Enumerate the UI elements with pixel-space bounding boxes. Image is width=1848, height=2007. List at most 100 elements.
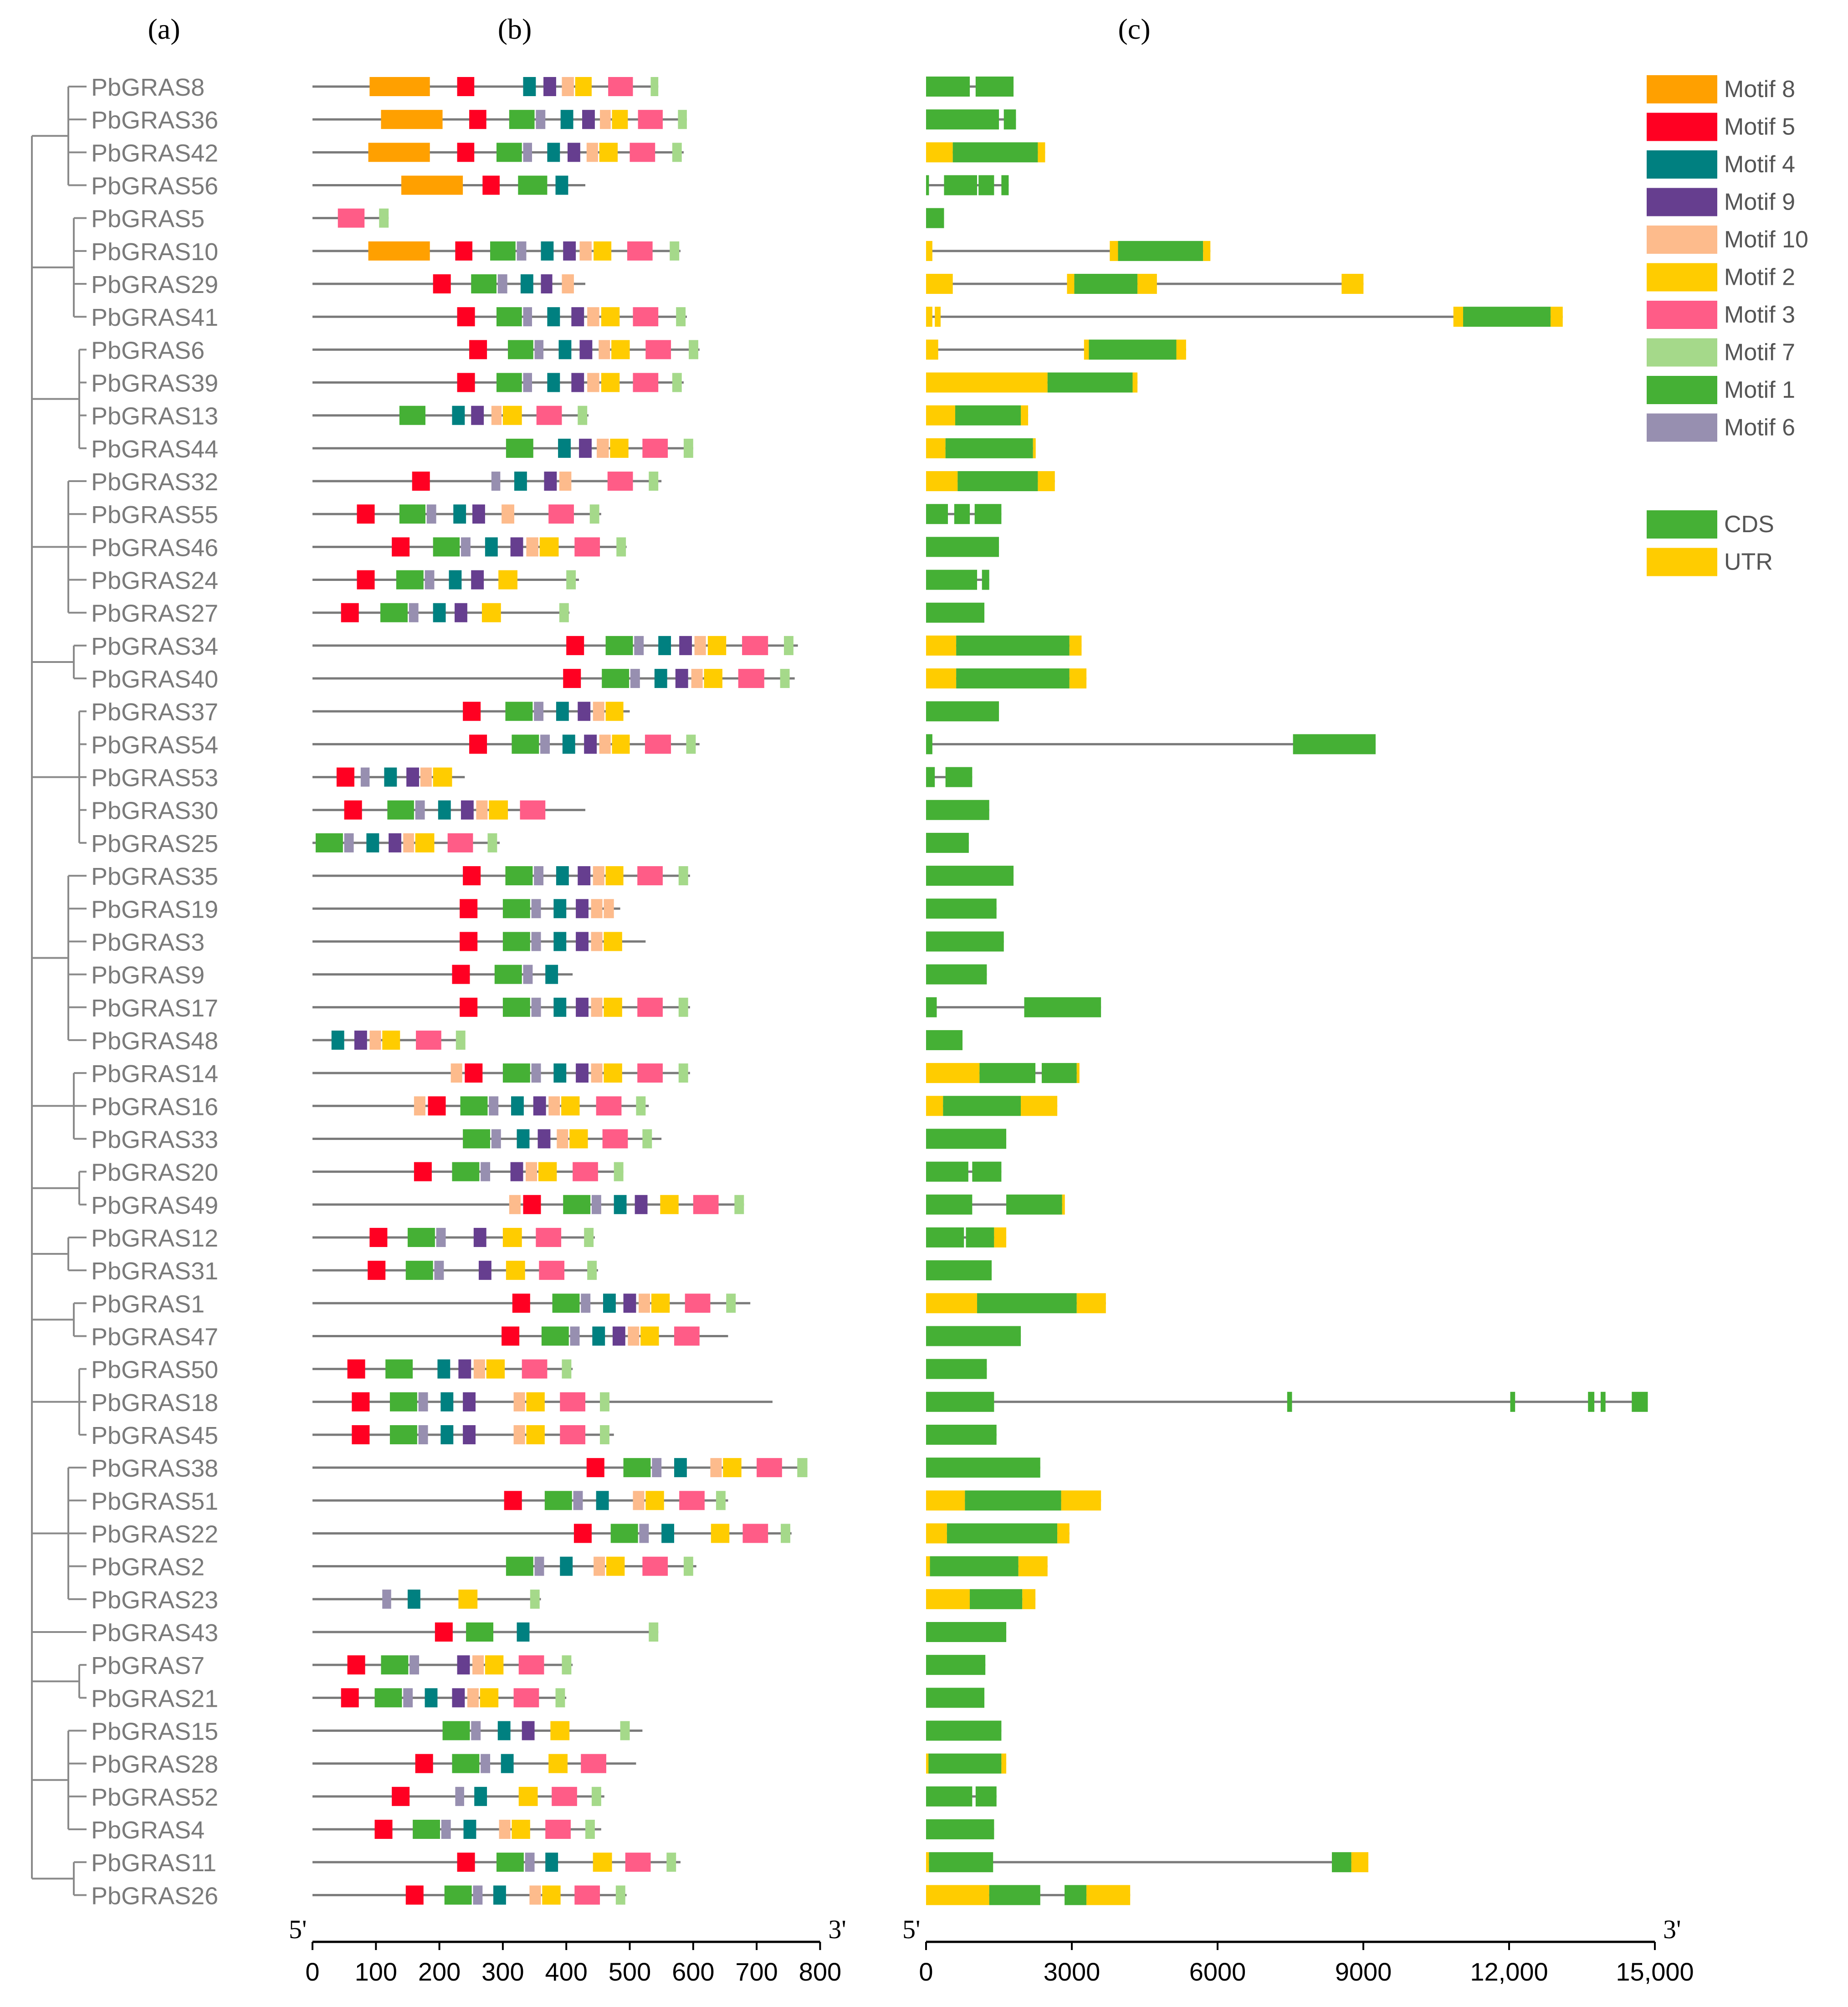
panel-label-c: (c)	[1118, 13, 1150, 45]
motif-4-box	[674, 1458, 687, 1478]
motif-6-box	[517, 241, 527, 261]
motif-row	[312, 1359, 573, 1379]
motif-4-box	[520, 274, 533, 294]
motif-7-box	[379, 208, 389, 228]
gene-label: PbGRAS5	[91, 205, 205, 233]
motif-9-box	[455, 603, 467, 622]
utr-block	[926, 339, 938, 360]
motif-10-box	[628, 1326, 640, 1346]
motif-7-box	[678, 866, 688, 886]
motif-1-box	[452, 1754, 480, 1773]
utr-block	[935, 307, 941, 327]
motif-1-box	[506, 438, 533, 458]
motif-6-box	[531, 932, 541, 951]
axis-start-label: 5'	[902, 1915, 920, 1944]
cds-block	[926, 1129, 1007, 1149]
cds-block	[926, 997, 937, 1017]
cds-block	[926, 1424, 997, 1445]
motif-4-box	[425, 1688, 438, 1708]
gene-label: PbGRAS7	[91, 1652, 205, 1679]
motif-row	[312, 570, 579, 590]
utr-block	[926, 1063, 980, 1083]
axis-tick-label: 400	[545, 1957, 587, 1986]
motif-2-box	[550, 1721, 570, 1740]
motif-1-box	[496, 307, 522, 327]
motif-5-box	[563, 669, 581, 688]
cds-block	[926, 898, 997, 919]
legend-swatch	[1647, 113, 1717, 141]
motif-row	[312, 997, 690, 1017]
gene-label: PbGRAS8	[91, 74, 205, 101]
motif-5-box	[344, 800, 362, 820]
gene-structure-row	[926, 1458, 1040, 1478]
motif-10-box	[710, 1458, 722, 1478]
motif-4-box	[440, 1392, 454, 1412]
motif-4-box	[553, 997, 567, 1017]
motif-row	[312, 702, 630, 721]
motif-10-box	[591, 932, 603, 951]
motif-2-box	[594, 241, 612, 261]
utr-block	[1062, 1194, 1065, 1215]
gene-structure-axis: 0 3000 6000 9000 12,000 15,000 5' 3'	[902, 1915, 1694, 1986]
motif-5-box	[463, 702, 481, 721]
axis-end-label: 3'	[1663, 1915, 1681, 1944]
motif-1-box	[460, 1096, 488, 1116]
utr-block	[1203, 241, 1211, 261]
gene-structure-row	[926, 1161, 1002, 1182]
motif-6-box	[434, 1261, 444, 1280]
motif-10-box	[526, 537, 538, 557]
gene-structure-row	[926, 1786, 997, 1807]
gene-structure-row	[926, 339, 1186, 360]
motif-2-box	[561, 1096, 580, 1116]
motif-6-box	[639, 1524, 649, 1543]
motif-7-box	[636, 1096, 646, 1116]
motif-4-box	[517, 1129, 530, 1149]
motif-7-box	[678, 1063, 688, 1083]
utr-block	[1137, 274, 1157, 294]
gene-structure-row	[926, 1030, 963, 1050]
gene-label: PbGRAS30	[91, 797, 218, 825]
cds-block	[972, 1161, 1002, 1182]
motif-2-box	[489, 800, 508, 820]
motif-10-box	[691, 669, 703, 688]
legend-swatch	[1647, 548, 1717, 576]
motif-row	[312, 1655, 573, 1675]
utr-block	[926, 274, 953, 294]
gene-label: PbGRAS34	[91, 633, 218, 660]
motif-7-box	[678, 110, 687, 129]
gene-label: PbGRAS2	[91, 1554, 205, 1581]
cds-block	[956, 668, 1070, 689]
motif-4-box	[493, 1885, 506, 1905]
cds-block	[945, 438, 1033, 458]
motif-3-box	[679, 1491, 705, 1510]
motif-10-box	[599, 734, 611, 754]
motif-6-box	[489, 1096, 499, 1116]
motif-9-box	[533, 1096, 546, 1116]
motif-7-box	[587, 1261, 597, 1280]
axis-tick-label: 300	[481, 1957, 524, 1986]
motif-7-box	[584, 1227, 594, 1247]
motif-row	[312, 1622, 659, 1642]
utr-block	[926, 142, 953, 163]
utr-block	[926, 1490, 965, 1511]
cds-block	[926, 504, 948, 524]
motif-2-box	[651, 1294, 670, 1313]
gene-label: PbGRAS32	[91, 468, 218, 496]
motif-1-box	[496, 373, 522, 392]
motif-6-box	[497, 274, 507, 294]
motif-9-box	[582, 110, 595, 129]
motif-4-box	[541, 241, 554, 261]
motif-10-box	[593, 702, 604, 721]
motif-1-box	[385, 1359, 413, 1379]
motif-6-box	[382, 1589, 391, 1609]
motif-2-box	[606, 1556, 625, 1576]
motif-5-box	[452, 965, 470, 984]
motif-9-box	[579, 340, 593, 359]
motif-5-box	[392, 537, 410, 557]
phylogenetic-tree	[31, 86, 87, 1896]
motif-1-box	[374, 1688, 402, 1708]
motif-3-box	[447, 833, 473, 852]
motif-5-box	[435, 1622, 453, 1642]
gene-label: PbGRAS48	[91, 1027, 218, 1055]
motif-10-box	[513, 1425, 525, 1444]
